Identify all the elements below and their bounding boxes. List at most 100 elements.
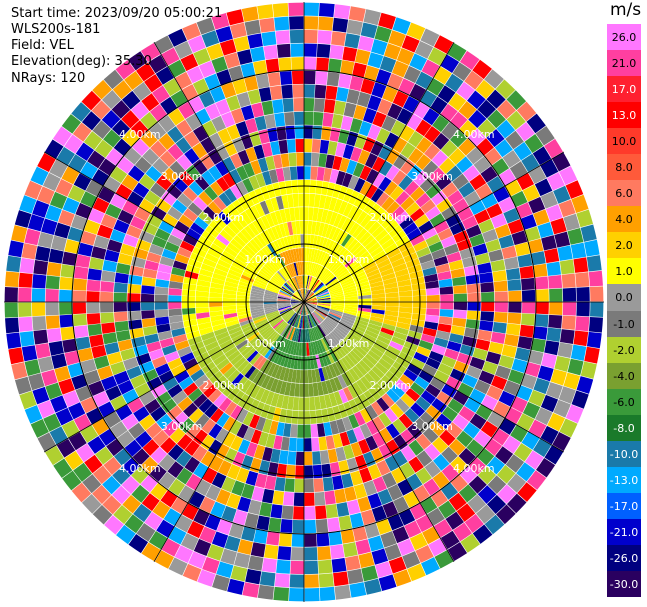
range-gate-cell	[376, 192, 390, 207]
range-gate-cell	[312, 280, 321, 292]
range-gate-cell	[318, 339, 326, 353]
range-gate-cell	[172, 390, 188, 405]
range-gate-cell	[169, 427, 186, 444]
range-gate-cell	[429, 213, 446, 227]
range-gate-cell	[358, 231, 371, 245]
azimuth-line	[303, 301, 565, 453]
range-gate-cell	[59, 276, 74, 290]
range-gate-cell	[559, 329, 575, 345]
range-gate-cell	[391, 257, 406, 268]
range-gate-cell	[332, 433, 343, 449]
range-gate-cell	[68, 402, 86, 420]
range-gate-cell	[259, 502, 273, 517]
range-gate-cell	[399, 125, 415, 142]
range-gate-cell	[465, 319, 480, 330]
range-gate-cell	[229, 420, 243, 436]
range-ring-label: 2.00km	[369, 378, 412, 392]
range-gate-cell	[490, 213, 507, 229]
range-gate-cell	[45, 302, 59, 316]
range-gate-cell	[141, 93, 160, 112]
range-gate-cell	[385, 165, 400, 181]
range-gate-cell	[169, 321, 184, 331]
range-gate-cell	[334, 265, 346, 277]
range-gate-cell	[185, 164, 201, 181]
range-gate-cell	[304, 248, 307, 262]
range-gate-cell	[19, 257, 35, 274]
range-gate-cell	[498, 390, 516, 407]
range-gate-cell	[157, 263, 173, 274]
range-gate-cell	[293, 302, 304, 311]
range-gate-cell	[313, 194, 321, 208]
range-gate-cell	[475, 79, 495, 99]
range-gate-cell	[277, 322, 287, 334]
range-gate-cell	[278, 292, 292, 298]
range-gate-cell	[558, 386, 576, 404]
range-gate-cell	[282, 310, 294, 319]
range-gate-cell	[305, 315, 309, 329]
range-gate-cell	[276, 394, 285, 409]
range-gate-cell	[361, 356, 375, 369]
range-gate-cell	[263, 361, 274, 375]
range-gate-cell	[326, 280, 339, 289]
range-gate-cell	[481, 193, 498, 209]
range-gate-cell	[193, 393, 208, 408]
range-gate-cell	[284, 208, 292, 222]
range-gate-cell	[117, 380, 134, 395]
range-gate-cell	[102, 495, 122, 515]
range-gate-cell	[24, 359, 41, 376]
range-gate-cell	[113, 370, 130, 385]
range-gate-cell	[268, 281, 281, 290]
range-gate-cell	[247, 33, 263, 49]
range-gate-cell	[287, 264, 295, 278]
range-gate-cell	[400, 159, 415, 175]
range-gate-cell	[270, 197, 280, 212]
range-gate-cell	[475, 252, 491, 265]
range-gate-cell	[304, 302, 317, 306]
range-gate-cell	[167, 234, 183, 247]
range-gate-cell	[293, 492, 304, 506]
range-gate-cell	[456, 81, 475, 101]
range-gate-cell	[408, 439, 424, 456]
range-gate-cell	[293, 293, 304, 302]
range-gate-cell	[505, 454, 525, 473]
range-gate-cell	[295, 302, 304, 313]
range-gate-cell	[514, 242, 531, 257]
range-gate-cell	[299, 261, 303, 275]
range-gate-cell	[398, 311, 412, 319]
range-gate-cell	[139, 198, 156, 214]
azimuth-line	[43, 151, 305, 303]
range-gate-cell	[424, 273, 439, 283]
range-gate-cell	[393, 569, 412, 587]
range-gate-cell	[316, 532, 330, 547]
range-gate-cell	[281, 84, 293, 99]
range-gate-cell	[317, 296, 331, 300]
range-gate-cell	[397, 479, 413, 496]
colorbar-cell	[607, 24, 641, 51]
range-gate-cell	[291, 221, 297, 235]
range-gate-cell	[301, 315, 304, 329]
range-gate-cell	[296, 152, 304, 166]
range-gate-cell	[269, 315, 282, 324]
range-gate-cell	[247, 89, 262, 105]
range-gate-cell	[168, 108, 185, 126]
range-gate-cell	[257, 157, 269, 173]
range-gate-cell	[6, 332, 22, 349]
range-gate-cell	[319, 586, 336, 601]
range-gate-cell	[342, 144, 355, 160]
range-gate-cell	[184, 456, 201, 474]
range-gate-cell	[415, 396, 431, 411]
range-gate-cell	[224, 535, 241, 552]
range-gate-cell	[110, 166, 128, 184]
range-gate-cell	[447, 398, 464, 414]
range-gate-cell	[222, 302, 236, 307]
range-gate-cell	[513, 142, 532, 161]
range-gate-cell	[571, 390, 589, 409]
range-gate-cell	[517, 482, 537, 502]
range-gate-cell	[104, 515, 124, 535]
range-gate-cell	[235, 121, 249, 137]
range-gate-cell	[312, 451, 322, 465]
range-gate-cell	[156, 323, 171, 334]
colorbar-unit-label: m/s	[610, 0, 642, 20]
range-gate-cell	[349, 118, 363, 134]
range-gate-cell	[304, 315, 307, 329]
